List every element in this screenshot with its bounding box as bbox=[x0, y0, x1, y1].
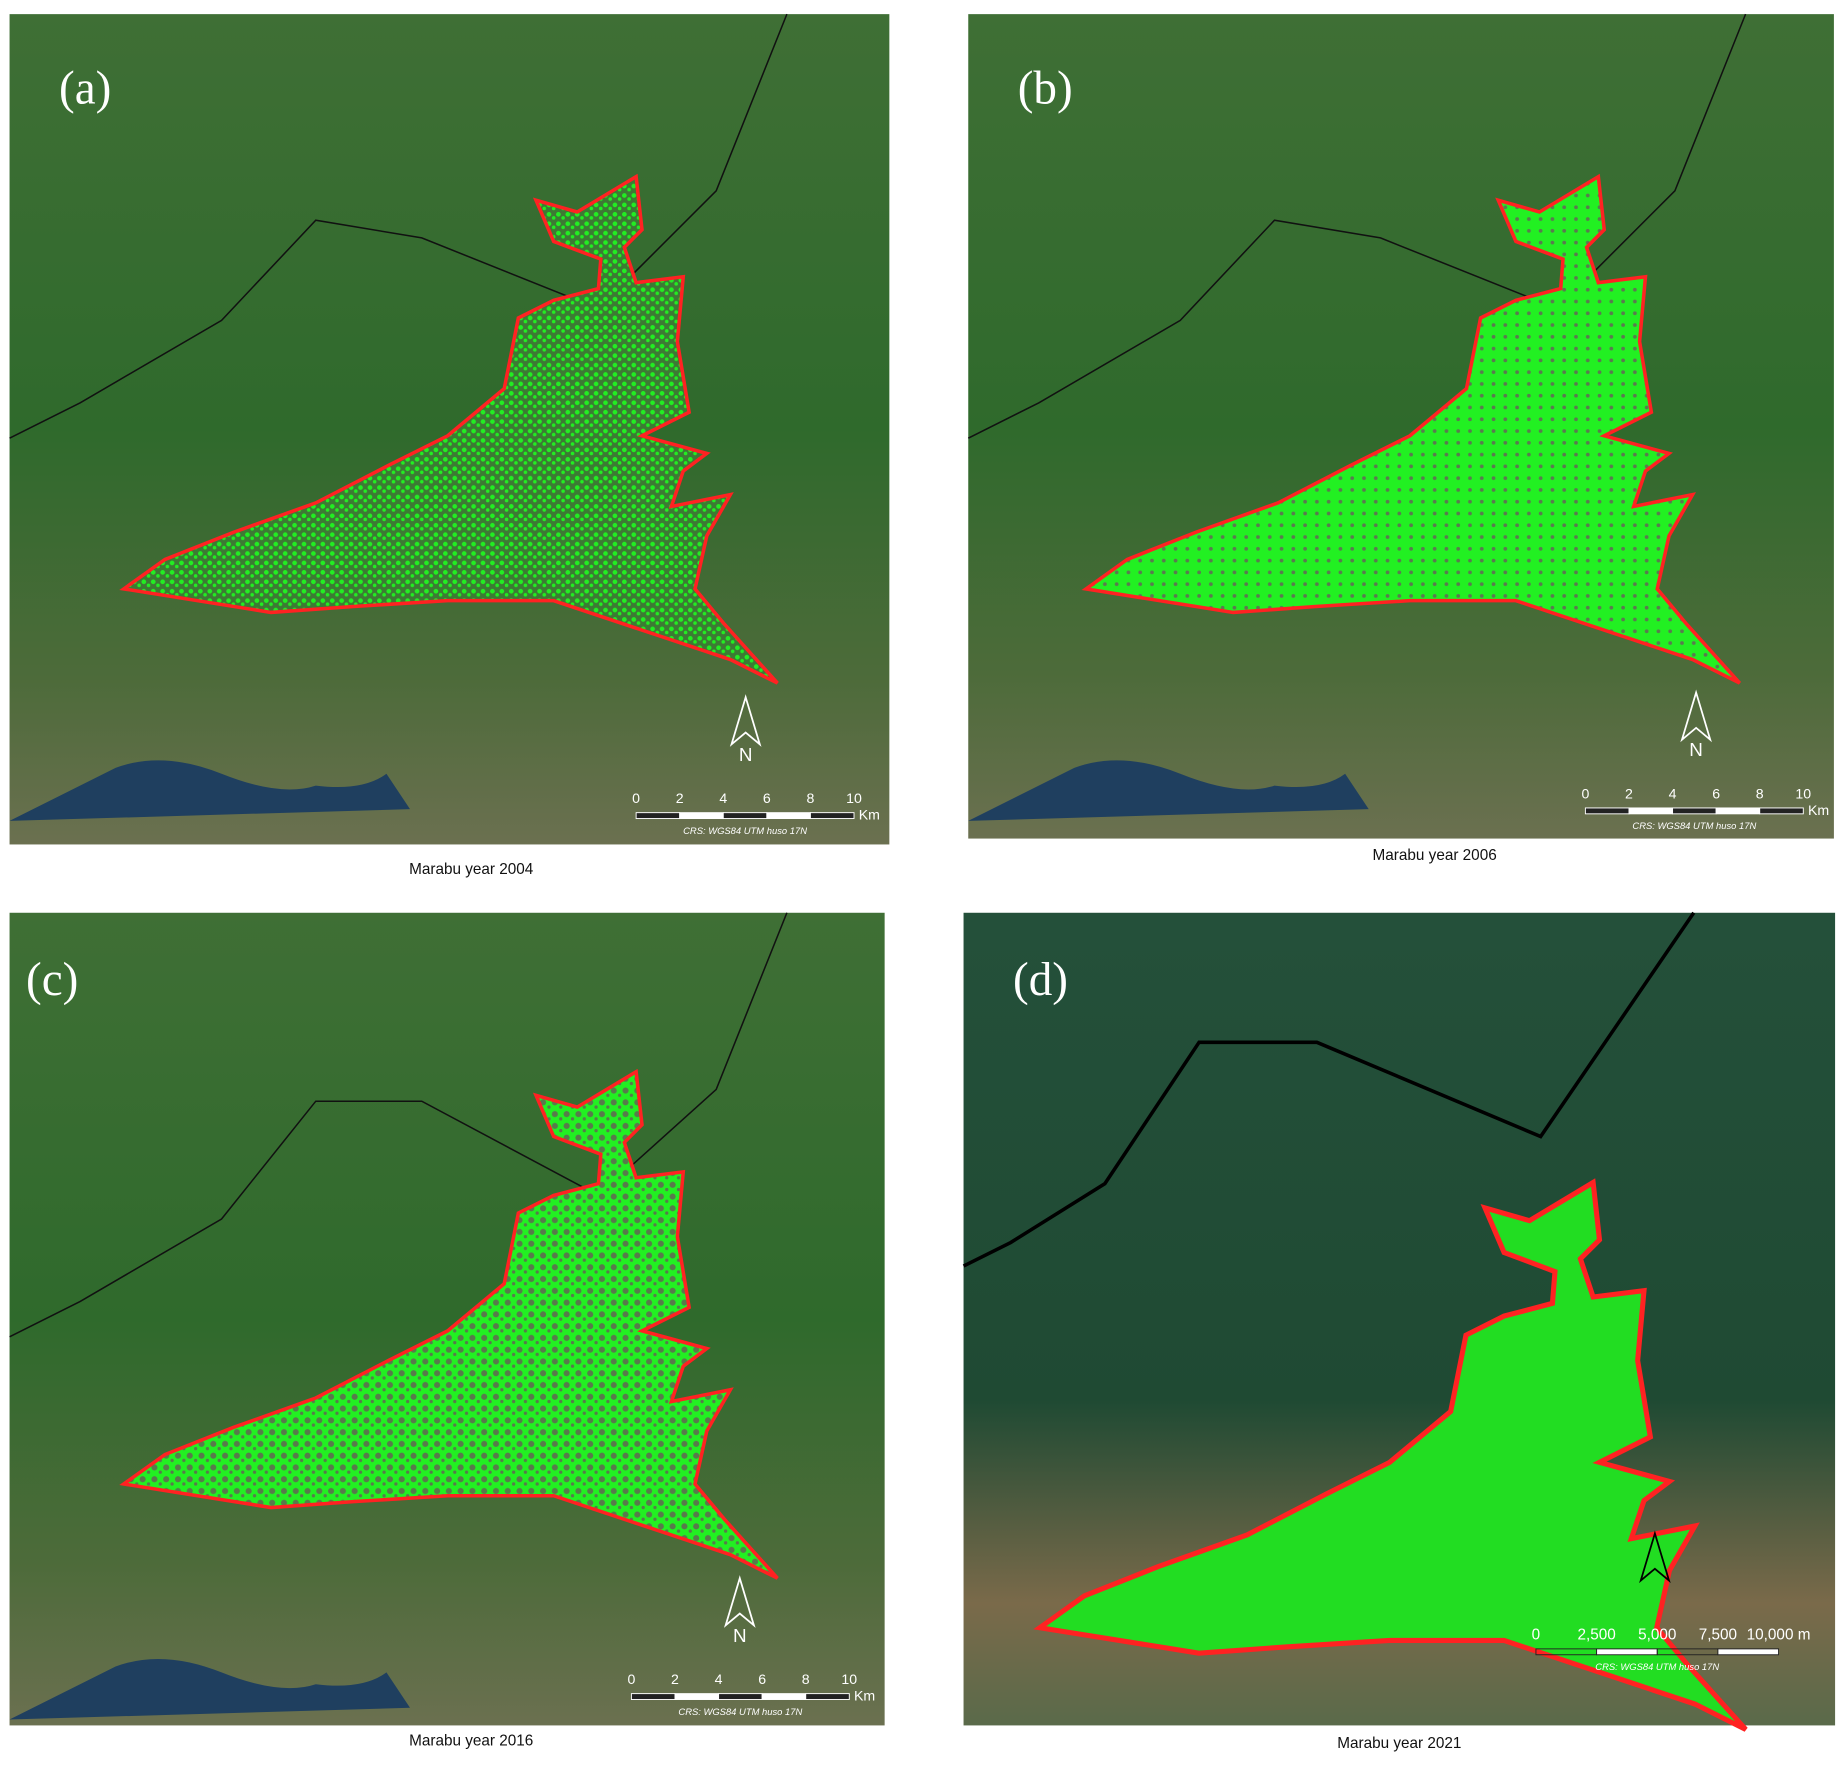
scale-label: 6 bbox=[1712, 786, 1720, 802]
scale-unit: Km bbox=[854, 1688, 875, 1704]
map-c bbox=[9, 912, 885, 1726]
scale-segment bbox=[761, 1693, 807, 1700]
scale-label: 2 bbox=[671, 1671, 679, 1687]
scale-segment bbox=[1717, 1648, 1780, 1656]
panel-label: (a) bbox=[59, 63, 111, 115]
scale-label: 0 bbox=[627, 1671, 635, 1687]
scale-unit: Km bbox=[1808, 802, 1829, 818]
scale-segment bbox=[805, 1693, 850, 1700]
scale-segment bbox=[1596, 1648, 1658, 1656]
scale-label: 6 bbox=[763, 790, 771, 806]
scale-segment bbox=[635, 812, 681, 820]
caption: Marabu year 2021 bbox=[1337, 1735, 1461, 1752]
caption: Marabu year 2016 bbox=[409, 1732, 533, 1749]
map-panels bbox=[9, 13, 1836, 1730]
scale-label: 4 bbox=[715, 1671, 723, 1687]
scale-segment bbox=[1584, 807, 1630, 815]
scale-segment bbox=[1628, 807, 1674, 815]
scale-label: 10 bbox=[846, 790, 862, 806]
scale-segment bbox=[1715, 807, 1761, 815]
scale-label: 5,000 bbox=[1638, 1626, 1676, 1643]
scale-segment bbox=[766, 812, 811, 820]
crs-label: CRS: WGS84 UTM huso 17N bbox=[678, 1706, 802, 1717]
scale-label: 7,500 bbox=[1699, 1626, 1737, 1643]
north-label: N bbox=[733, 1625, 747, 1646]
scale-segment bbox=[1672, 807, 1717, 815]
scale-label: 0 bbox=[1581, 786, 1589, 802]
scale-segment bbox=[722, 812, 768, 820]
north-arrow bbox=[729, 694, 762, 747]
scale-label: 4 bbox=[1669, 786, 1677, 802]
scale-label: 8 bbox=[807, 790, 815, 806]
scale-label: 0 bbox=[632, 790, 640, 806]
scale-label: 2 bbox=[676, 790, 684, 806]
scale-label: 6 bbox=[758, 1671, 766, 1687]
scale-label: 2 bbox=[1625, 786, 1633, 802]
north-label: N bbox=[1689, 739, 1703, 760]
scale-label: 10,000 m bbox=[1747, 1626, 1811, 1643]
panel-label: (c) bbox=[26, 954, 78, 1006]
crs-label: CRS: WGS84 UTM huso 17N bbox=[1632, 820, 1756, 831]
scale-segment bbox=[679, 812, 724, 820]
map-d bbox=[962, 911, 1836, 1730]
scale-label: 10 bbox=[841, 1671, 857, 1687]
north-label: N bbox=[739, 744, 753, 765]
north-arrow bbox=[1680, 689, 1712, 743]
crs-label: CRS: WGS84 UTM huso 17N bbox=[683, 825, 807, 836]
scale-unit: Km bbox=[859, 807, 880, 823]
panel-label: (d) bbox=[1013, 954, 1068, 1006]
scale-segment bbox=[718, 1693, 763, 1700]
scale-segment bbox=[1759, 807, 1804, 815]
scale-label: 8 bbox=[1756, 786, 1764, 802]
caption: Marabu year 2004 bbox=[409, 861, 534, 878]
map-a bbox=[9, 13, 890, 845]
scale-segment bbox=[630, 1693, 676, 1700]
scale-label: 10 bbox=[1795, 786, 1811, 802]
north-arrow bbox=[723, 1575, 756, 1628]
north-arrow bbox=[1639, 1530, 1671, 1584]
map-b bbox=[967, 13, 1834, 839]
scale-label: 0 bbox=[1532, 1626, 1541, 1643]
caption: Marabu year 2006 bbox=[1373, 847, 1497, 864]
scale-label: 4 bbox=[719, 790, 727, 806]
scale-segment bbox=[809, 812, 855, 820]
crs-label: CRS: WGS84 UTM huso 17N bbox=[1595, 1661, 1719, 1672]
scale-segment bbox=[674, 1693, 720, 1700]
scale-label: 8 bbox=[802, 1671, 810, 1687]
scale-label: 2,500 bbox=[1577, 1626, 1615, 1643]
panel-label: (b) bbox=[1018, 63, 1073, 115]
